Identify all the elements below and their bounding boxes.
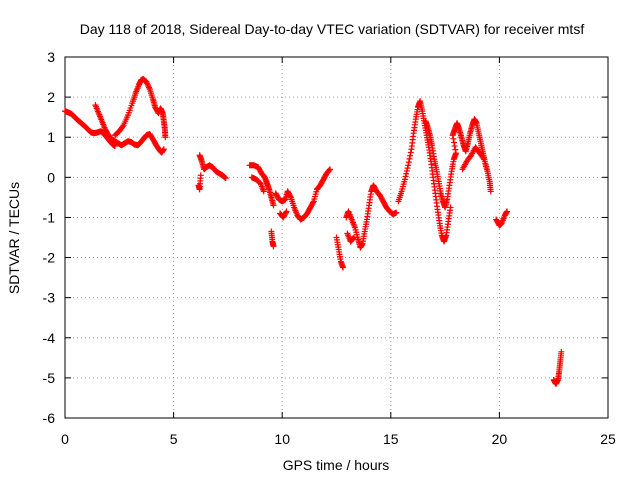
- data-point: [270, 202, 277, 209]
- x-tick-label: 5: [170, 431, 178, 447]
- data-point: [197, 172, 204, 179]
- data-points: [62, 76, 565, 387]
- data-point: [350, 234, 357, 241]
- x-tick-label: 15: [383, 431, 399, 447]
- y-tick-label: -5: [43, 370, 56, 386]
- data-point: [407, 149, 414, 156]
- y-tick-label: -3: [43, 290, 56, 306]
- data-point: [451, 139, 458, 146]
- data-point: [260, 188, 267, 195]
- data-point: [393, 209, 400, 216]
- y-tick-label: 1: [47, 129, 55, 145]
- data-point: [558, 348, 565, 355]
- y-axis-label: SDTVAR / TECUs: [6, 182, 22, 294]
- grid-lines: [65, 57, 608, 418]
- data-point: [407, 152, 414, 159]
- x-tick-label: 0: [61, 431, 69, 447]
- x-tick-label: 10: [274, 431, 290, 447]
- data-point: [270, 243, 277, 250]
- data-point: [350, 235, 357, 242]
- y-tick-label: -2: [43, 250, 56, 266]
- data-point: [162, 134, 169, 141]
- data-point: [326, 167, 333, 174]
- data-point: [404, 165, 411, 172]
- data-point: [282, 209, 289, 216]
- data-point: [403, 170, 410, 177]
- plot-frame: [64, 56, 609, 419]
- data-point: [452, 146, 459, 153]
- data-point: [283, 208, 290, 215]
- data-point: [401, 176, 408, 183]
- data-point: [222, 175, 229, 182]
- data-point: [451, 143, 458, 150]
- data-point: [405, 162, 412, 169]
- data-point: [160, 146, 167, 153]
- data-point: [287, 193, 294, 200]
- y-tick-label: -4: [43, 330, 56, 346]
- data-point: [402, 173, 409, 180]
- data-point: [326, 166, 333, 173]
- y-tick-label: 0: [47, 169, 55, 185]
- y-tick-label: 2: [47, 89, 55, 105]
- data-point: [504, 208, 511, 215]
- y-tick-label: -1: [43, 209, 56, 225]
- data-point: [480, 155, 487, 162]
- data-point: [119, 123, 126, 130]
- data-point: [487, 188, 494, 195]
- x-axis-label: GPS time / hours: [283, 457, 390, 473]
- y-tick-label: -6: [43, 410, 56, 426]
- x-tick-label: 20: [492, 431, 508, 447]
- y-tick-label: 3: [47, 49, 55, 65]
- data-point: [447, 204, 454, 211]
- data-point: [310, 199, 317, 206]
- data-point: [481, 156, 488, 163]
- x-tick-label: 25: [600, 431, 616, 447]
- data-point: [406, 155, 413, 162]
- chart-title: Day 118 of 2018, Sidereal Day-to-day VTE…: [80, 21, 585, 37]
- data-point: [405, 159, 412, 166]
- data-point: [452, 150, 459, 157]
- data-point: [403, 167, 410, 174]
- data-point: [340, 264, 347, 271]
